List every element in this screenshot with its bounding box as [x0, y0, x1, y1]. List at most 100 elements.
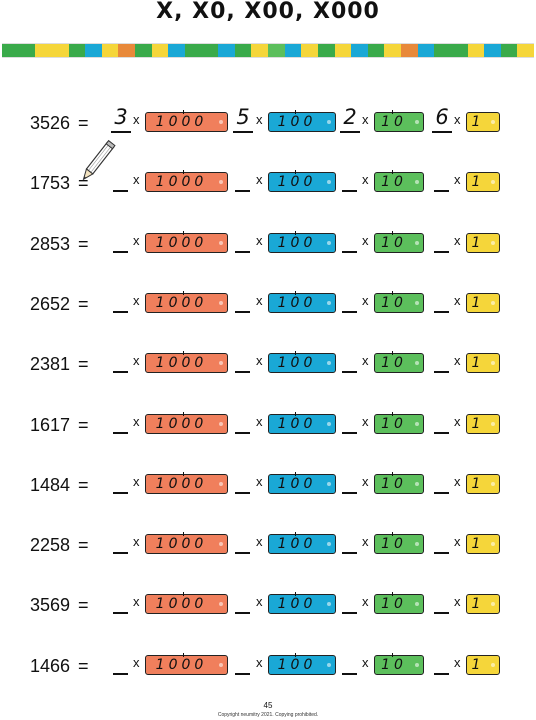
card-label: 100: [277, 295, 317, 311]
equals-sign: =: [78, 294, 89, 314]
answer-blank-hundreds[interactable]: [235, 673, 250, 675]
answer-blank-hundreds[interactable]: [235, 612, 250, 614]
stripe-segment: [417, 44, 435, 57]
place-value-card-tens: 10: [374, 472, 424, 494]
answer-blank-thousands[interactable]: [113, 251, 128, 253]
card-dot-icon: [219, 120, 223, 124]
exercise-row: 1466 = x 1000 x 100 x 10 x 1: [0, 651, 536, 681]
answer-blank-tens[interactable]: [342, 432, 357, 434]
answer-blank-hundreds[interactable]: [235, 311, 250, 313]
stripe-segment: [18, 44, 36, 57]
answer-blank-tens[interactable]: [342, 371, 357, 373]
card-label: 100: [277, 416, 317, 432]
card-dot-icon: [327, 241, 331, 245]
card-label: 100: [277, 476, 317, 492]
card-tick-mark: [392, 170, 393, 174]
times-sign: x: [133, 534, 140, 549]
card-tick-mark: [295, 291, 296, 295]
place-value-card-hundreds: 100: [268, 291, 336, 313]
card-dot-icon: [415, 602, 419, 606]
times-sign: x: [454, 112, 461, 127]
answer-blank-thousands[interactable]: [113, 612, 128, 614]
stripe-segment: [135, 44, 152, 57]
answer-blank-tens[interactable]: [342, 492, 357, 494]
times-sign: x: [362, 534, 369, 549]
card-label: 1000: [155, 235, 208, 251]
answer-blank-tens[interactable]: [342, 190, 357, 192]
place-value-card-thousands: 1000: [145, 653, 228, 675]
card-label: 10: [381, 114, 407, 130]
times-sign: x: [133, 655, 140, 670]
answer-blank-ones[interactable]: [434, 492, 449, 494]
pencil-icon: [82, 139, 116, 181]
answer-blank-tens[interactable]: [342, 552, 357, 554]
answer-blank-thousands[interactable]: [113, 311, 128, 313]
card-dot-icon: [415, 663, 419, 667]
answer-blank-hundreds[interactable]: [235, 371, 250, 373]
place-value-card-ones: 1: [466, 474, 500, 494]
times-sign: x: [362, 474, 369, 489]
stripe-segment: [284, 44, 302, 57]
answer-blank-tens[interactable]: [342, 251, 357, 253]
answer-blank-thousands[interactable]: [113, 190, 128, 192]
card-tick-mark: [183, 231, 184, 235]
card-label: 1000: [155, 657, 208, 673]
card-dot-icon: [491, 422, 495, 426]
answer-blank-hundreds[interactable]: [235, 251, 250, 253]
place-value-card-tens: 10: [374, 291, 424, 313]
card-tick-mark: [392, 351, 393, 355]
stripe-segment: [500, 44, 518, 57]
card-dot-icon: [219, 663, 223, 667]
answer-blank-thousands[interactable]: [113, 371, 128, 373]
answer-blank-ones[interactable]: [434, 311, 449, 313]
place-value-card-thousands: 1000: [145, 231, 228, 253]
times-sign: x: [256, 112, 263, 127]
answer-blank-tens[interactable]: [342, 673, 357, 675]
stripe-segment: [401, 44, 418, 57]
stripe-segment: [234, 44, 252, 57]
times-sign: x: [454, 353, 461, 368]
card-dot-icon: [219, 241, 223, 245]
answer-blank-thousands[interactable]: [113, 552, 128, 554]
answer-blank-tens[interactable]: [342, 612, 357, 614]
answer-blank-hundreds[interactable]: [235, 552, 250, 554]
answer-blank-ones[interactable]: [434, 552, 449, 554]
times-sign: x: [362, 414, 369, 429]
times-sign: x: [362, 655, 369, 670]
page-number: 45: [263, 701, 273, 710]
times-sign: x: [454, 474, 461, 489]
answer-blank-thousands[interactable]: [113, 432, 128, 434]
times-sign: x: [133, 172, 140, 187]
card-label: 1000: [155, 416, 208, 432]
place-value-card-hundreds: 100: [268, 351, 336, 373]
card-tick-mark: [295, 110, 296, 114]
place-value-card-tens: 10: [374, 170, 424, 192]
answer-blank-thousands[interactable]: [113, 673, 128, 675]
answer-blank-ones[interactable]: [434, 612, 449, 614]
answer-underline: [233, 131, 253, 133]
times-sign: x: [256, 172, 263, 187]
number-value: 1753: [30, 173, 71, 193]
place-value-card-tens: 10: [374, 231, 424, 253]
answer-blank-hundreds[interactable]: [235, 492, 250, 494]
answer-blank-ones[interactable]: [434, 251, 449, 253]
equals-sign: =: [78, 535, 89, 555]
place-value-card-ones: 1: [466, 655, 500, 675]
card-dot-icon: [491, 241, 495, 245]
answer-blank-ones[interactable]: [434, 673, 449, 675]
times-sign: x: [256, 534, 263, 549]
card-dot-icon: [415, 241, 419, 245]
answer-blank-hundreds[interactable]: [235, 432, 250, 434]
answer-blank-tens[interactable]: [342, 311, 357, 313]
answer-blank-ones[interactable]: [434, 432, 449, 434]
card-label: 10: [381, 355, 407, 371]
stripe-segment: [351, 44, 368, 57]
answer-blank-ones[interactable]: [434, 371, 449, 373]
card-dot-icon: [491, 663, 495, 667]
card-tick-mark: [183, 472, 184, 476]
card-dot-icon: [219, 301, 223, 305]
answer-blank-hundreds[interactable]: [235, 190, 250, 192]
answer-blank-thousands[interactable]: [113, 492, 128, 494]
answer-blank-ones[interactable]: [434, 190, 449, 192]
exercise-number: 2258 =: [30, 534, 96, 556]
